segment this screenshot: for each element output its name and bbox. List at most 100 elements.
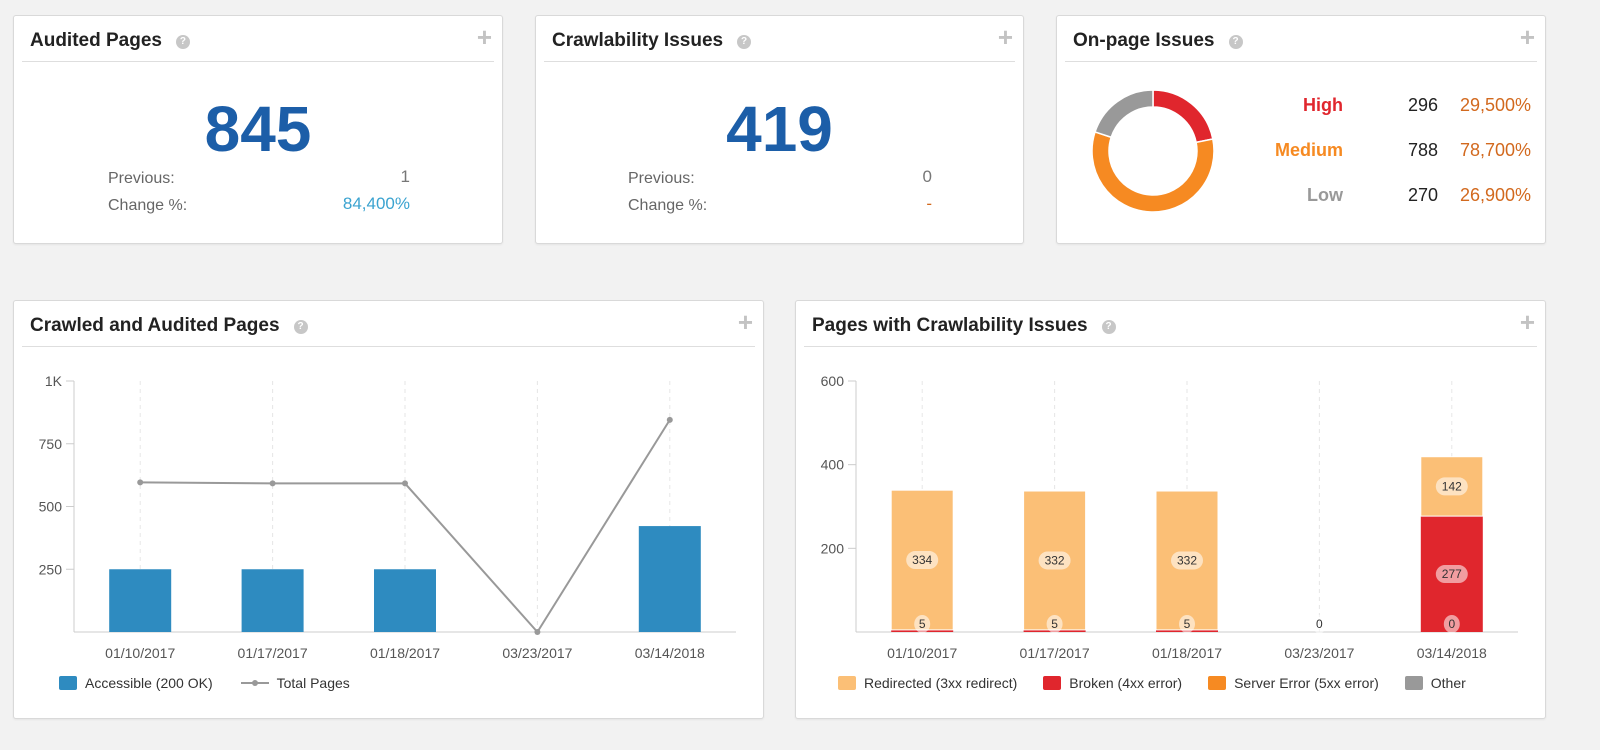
label-broken-0: 5 — [919, 617, 926, 631]
legend-line-swatch — [240, 680, 269, 686]
legend-label: Server Error (5xx error) — [1234, 675, 1379, 691]
label-redirected-2: 332 — [1177, 553, 1197, 567]
x-tick-label: 01/10/2017 — [887, 645, 957, 661]
label-zero-3: 0 — [1316, 617, 1323, 631]
plus-icon[interactable]: + — [997, 22, 1013, 52]
total-pages-point-2 — [402, 480, 408, 487]
legend-swatch — [838, 676, 856, 690]
label-redirected-0-pill — [906, 551, 939, 570]
chart-legend: Redirected (3xx redirect) Broken (4xx er… — [838, 675, 1466, 691]
x-tick-label: 03/23/2017 — [502, 645, 572, 661]
label-redirected-4: 142 — [1442, 479, 1462, 493]
previous-value: 1 — [400, 167, 410, 186]
severity-medium-label[interactable]: Medium — [1274, 140, 1343, 160]
legend-redirected[interactable]: Redirected (3xx redirect) — [838, 675, 1017, 691]
card-header: Audited Pages? + — [22, 16, 494, 62]
label-broken-4: 277 — [1442, 567, 1462, 581]
severity-medium-count[interactable]: 788 — [1407, 140, 1438, 160]
legend-swatch — [59, 676, 77, 690]
chart-legend: Accessible (200 OK) Total Pages — [59, 675, 378, 691]
help-icon[interactable]: ? — [175, 35, 190, 49]
crawlability-issues-value: 419 — [726, 93, 833, 165]
help-icon[interactable]: ? — [1228, 35, 1243, 49]
y-tick-label: 400 — [821, 457, 845, 473]
change-value: 84,400% — [342, 194, 410, 213]
y-tick-label: 1K — [45, 373, 63, 389]
donut-slice-medium — [1091, 130, 1215, 213]
y-tick-label: 250 — [39, 561, 63, 577]
plus-icon[interactable]: + — [476, 22, 492, 52]
legend-accessible[interactable]: Accessible (200 OK) — [59, 675, 213, 691]
label-broken-2: 5 — [1184, 617, 1191, 631]
donut-slice-low — [1094, 89, 1154, 139]
change-label: Change %: — [628, 197, 708, 214]
legend-swatch — [1208, 676, 1227, 690]
severity-low-percent: 26,900% — [1459, 185, 1531, 205]
legend-broken[interactable]: Broken (4xx error) — [1043, 675, 1182, 691]
total-pages-point-1 — [269, 480, 276, 487]
x-tick-label: 03/14/2018 — [1417, 645, 1487, 661]
severity-medium-percent: 78,700% — [1459, 140, 1531, 160]
legend-swatch — [1043, 676, 1062, 690]
label-zero-4: 0 — [1448, 617, 1455, 631]
severity-high-label[interactable]: High — [1303, 95, 1343, 115]
severity-low-label[interactable]: Low — [1307, 185, 1343, 205]
crawlability-issues-card: Crawlability Issues? + 419 Previous: 0 C… — [535, 15, 1024, 244]
legend-swatch — [1404, 676, 1423, 690]
label-zero-4-pill — [1443, 615, 1460, 633]
severity-high-count[interactable]: 296 — [1407, 95, 1438, 115]
legend-label: Accessible (200 OK) — [85, 675, 213, 691]
label-broken-1: 5 — [1051, 617, 1058, 631]
y-tick-label: 200 — [821, 540, 845, 556]
crawled-audited-card: Crawled and Audited Pages? + 1K 750 500 250… — [13, 300, 764, 719]
severity-low-count[interactable]: 270 — [1407, 185, 1438, 205]
bar-accessible-2 — [374, 569, 436, 632]
card-header: Crawlability Issues? + — [544, 16, 1015, 62]
legend-label: Redirected (3xx redirect) — [864, 675, 1018, 691]
total-pages-point-3 — [534, 629, 541, 635]
plus-icon[interactable]: + — [737, 307, 753, 337]
donut-slice-high — [1152, 89, 1214, 144]
x-tick-label: 01/10/2017 — [105, 645, 175, 661]
change-label: Change %: — [108, 197, 188, 214]
y-tick-label: 750 — [39, 436, 63, 452]
crawled-audited-chart: 1K 750 500 250 01/10/2017 01/17/2017 01/18/201… — [39, 373, 736, 661]
card-header: Crawled and Audited Pages? + — [22, 301, 755, 347]
legend-label: Other — [1430, 675, 1466, 691]
previous-value: 0 — [922, 167, 932, 186]
plus-icon[interactable]: + — [1519, 307, 1535, 337]
x-tick-label: 01/18/2017 — [370, 645, 440, 661]
card-title: Crawlability Issues — [552, 30, 724, 51]
label-redirected-1: 332 — [1045, 553, 1065, 567]
legend-label: Broken (4xx error) — [1069, 675, 1183, 691]
bar-accessible-4 — [638, 526, 701, 632]
legend-total-pages[interactable]: Total Pages — [240, 675, 350, 691]
card-header: Pages with Crawlability Issues? + — [804, 301, 1537, 347]
card-title: Audited Pages — [30, 30, 162, 51]
y-tick-label: 600 — [821, 373, 845, 389]
crawlability-pages-card: Pages with Crawlability Issues? + 600 400… — [795, 300, 1546, 719]
x-tick-label: 01/17/2017 — [1020, 645, 1090, 661]
help-icon[interactable]: ? — [1101, 320, 1116, 334]
legend-other[interactable]: Other — [1404, 675, 1466, 691]
legend-server-error[interactable]: Server Error (5xx error) — [1208, 675, 1379, 691]
change-value: - — [926, 194, 932, 213]
legend-label: Total Pages — [276, 675, 350, 691]
help-icon[interactable]: ? — [293, 320, 308, 334]
previous-label: Previous: — [628, 170, 695, 187]
bar-accessible-0 — [109, 569, 172, 632]
label-zero-3-pill — [1311, 615, 1328, 633]
plus-icon[interactable]: + — [1519, 22, 1535, 52]
onpage-donut-chart — [1091, 89, 1215, 213]
card-title: On-page Issues — [1073, 30, 1215, 51]
audited-pages-card: Audited Pages? + 845 Previous: 1 Change … — [13, 15, 503, 244]
card-header: On-page Issues? + — [1065, 16, 1537, 62]
card-title: Pages with Crawlability Issues — [812, 315, 1088, 336]
help-icon[interactable]: ? — [737, 35, 752, 49]
x-tick-label: 03/14/2018 — [635, 645, 705, 661]
label-redirected-2-pill — [1171, 551, 1203, 570]
x-tick-label: 01/18/2017 — [1152, 645, 1222, 661]
total-pages-point-0 — [137, 479, 144, 486]
onpage-issues-card: On-page Issues? + High 296 29,500% Mediu… — [1056, 15, 1546, 244]
label-redirected-4-pill — [1435, 477, 1468, 496]
